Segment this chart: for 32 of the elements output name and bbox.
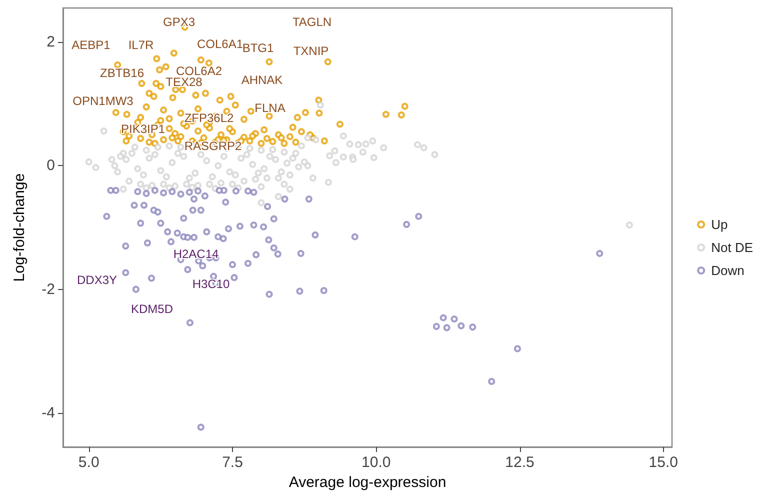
- x-tick-label: 12.5: [505, 454, 534, 471]
- annotation: ZBTB16: [100, 66, 144, 80]
- y-tick-label: -2: [42, 280, 55, 298]
- annotation: FLNA: [254, 101, 286, 115]
- annotation: TAGLN: [292, 15, 332, 29]
- annotation: BTG1: [242, 41, 274, 55]
- x-tick-label: 10.0: [362, 454, 391, 471]
- annotation: GPX3: [162, 15, 196, 29]
- x-tick-label: 5.0: [78, 454, 100, 471]
- x-axis-title: Average log-expression: [288, 474, 446, 491]
- legend-label: Up: [711, 217, 728, 232]
- y-tick-label: 0: [46, 157, 55, 174]
- x-tick-label: 15.0: [648, 454, 678, 471]
- annotation: DDX3Y: [76, 273, 118, 287]
- annotation: AEBP1: [72, 38, 111, 52]
- annotation: RASGRP2: [184, 139, 242, 153]
- y-tick-label: -4: [42, 404, 55, 422]
- legend-label: Not DE: [711, 240, 754, 255]
- y-axis-title: Log-fold-change: [11, 173, 28, 282]
- x-tick-label: 7.5: [222, 454, 243, 471]
- annotation: KDM5D: [130, 302, 174, 316]
- annotation: TXNIP: [293, 44, 329, 58]
- annotation: AHNAK: [241, 73, 283, 87]
- annotation: H3C10: [192, 277, 230, 291]
- legend-label: Down: [711, 263, 744, 278]
- annotation: TEX28: [166, 75, 203, 89]
- annotation: OPN1MW3: [72, 94, 134, 108]
- annotation: IL7R: [128, 38, 154, 52]
- annotation: COL6A2: [176, 64, 222, 78]
- annotation: H2AC14: [173, 247, 220, 261]
- y-tick-label: 2: [46, 34, 55, 51]
- annotation: COL6A1: [196, 37, 244, 51]
